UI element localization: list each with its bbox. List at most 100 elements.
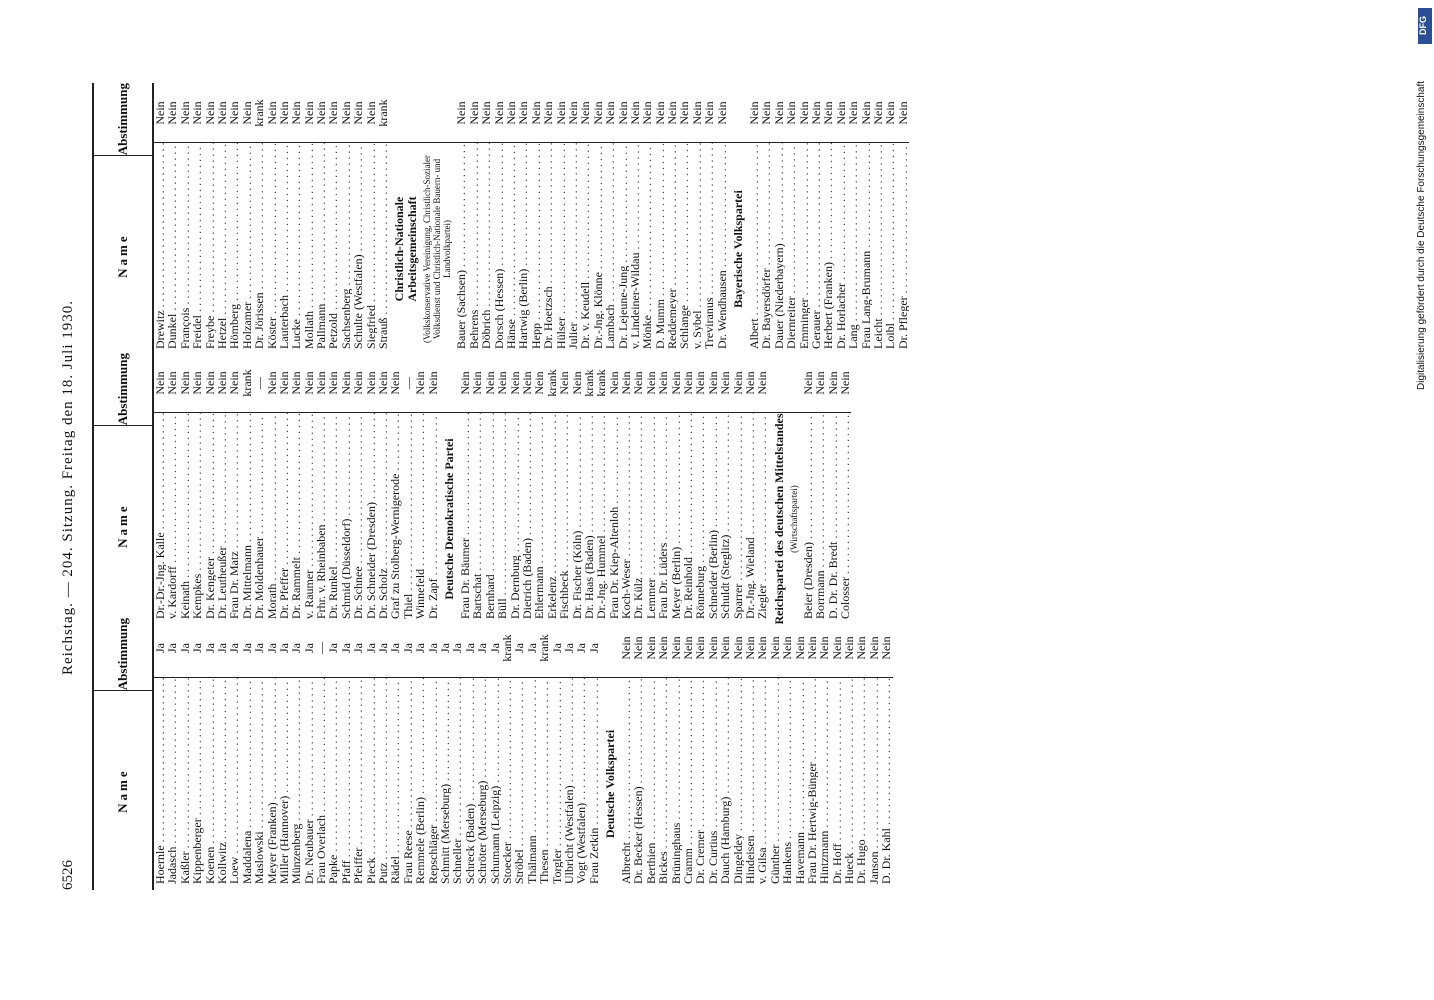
member-name: v. Kardorff: [166, 413, 178, 625]
member-row: Frau Overlach—: [314, 618, 328, 890]
member-row: KoenenJa: [203, 618, 217, 890]
member-row: Loew Ja: [227, 618, 241, 890]
member-name: Albrecht: [620, 678, 632, 890]
member-vote: Nein: [165, 371, 180, 395]
member-name: Lauterbach: [278, 143, 290, 355]
member-name: Ulbricht (Westfalen): [563, 678, 575, 890]
member-vote: Nein: [326, 371, 341, 395]
member-name: Dr. Schnee: [352, 413, 364, 625]
member-vote: krank: [537, 634, 552, 662]
member-vote: Nein: [714, 101, 729, 125]
member-name: Hartwig (Berlin): [517, 143, 529, 355]
member-name: D. Mumm: [654, 143, 666, 355]
member-name: Köster: [266, 143, 278, 355]
member-name: Hetzel: [216, 143, 228, 355]
member-row: Hartwig (Berlin) Nein: [516, 83, 530, 355]
member-row: Dr. Jörissen krank: [252, 83, 266, 355]
member-name: Brüninghaus: [670, 678, 682, 890]
member-vote: Nein: [557, 371, 572, 395]
header-title: Reichstag. — 204. Sitzung. Freitag den 1…: [60, 299, 76, 676]
party-heading: Reichspartei des deutschen Mittelstandes: [771, 413, 786, 625]
member-name: Albert: [748, 143, 760, 355]
member-name: Erkelenz: [546, 413, 558, 625]
member-vote: Nein: [821, 101, 836, 125]
header: 6526 Reichstag. — 204. Sitzung. Freitag …: [60, 85, 84, 890]
member-name: Dietrich (Baden): [521, 413, 533, 625]
member-vote: Ja: [388, 643, 403, 653]
member-name: Hänse: [505, 143, 517, 355]
member-name: Mönke: [641, 143, 653, 355]
member-row: Vogt (Westfalen) Ja: [574, 618, 588, 890]
member-name: Frau Dr. Kiep-Altenloh: [608, 413, 620, 625]
member-name: Kippenberger: [191, 678, 203, 890]
member-name: Strauß: [377, 143, 389, 355]
member-vote: Nein: [755, 371, 770, 395]
member-name: Schuldt (Steglitz): [719, 413, 731, 625]
member-name: Maddalena: [241, 678, 253, 890]
member-name: Papke: [327, 678, 339, 890]
member-row: Ulbricht (Westfalen)Ja: [562, 618, 576, 890]
member-name: Maslowski: [253, 678, 265, 890]
member-row: Pfeiffer Ja: [351, 618, 365, 890]
member-name: Dr. Horlacher: [835, 143, 847, 355]
member-row: Dr. v. Keudell Nein: [578, 83, 592, 355]
member-name: Borrmann: [814, 413, 826, 625]
member-row: Schlange Nein: [677, 83, 692, 355]
member-name: Hankens: [781, 678, 793, 890]
member-name: Koenen: [204, 678, 216, 890]
member-vote: Nein: [413, 371, 428, 395]
member-name: D. Dr. Dr. Bredt: [827, 413, 839, 625]
member-name: Vogt (Westfalen): [575, 678, 587, 890]
member-name: Schneider (Berlin): [707, 413, 719, 625]
member-name: Treviranus: [703, 143, 715, 355]
member-row: Dr. Külz Nein: [631, 353, 646, 625]
member-name: Schumann (Leipzig): [489, 678, 501, 890]
member-name: Thälmann: [526, 678, 538, 890]
member-vote: Nein: [631, 371, 646, 395]
member-vote: Ja: [450, 643, 465, 653]
member-vote: Nein: [718, 371, 733, 395]
member-name: Winnefeld: [414, 413, 426, 625]
member-row: HoernleJa: [153, 618, 167, 890]
member-name: Loibl: [884, 143, 896, 355]
member-row: v. Kardorff Nein: [165, 353, 180, 625]
member-row: D. Dr. Kahl Nein: [879, 618, 893, 890]
member-row: Schreck (Baden)Ja: [463, 618, 477, 890]
member-vote: Nein: [784, 101, 799, 125]
rows: HoernleJaJadaschJaKaßlerJaKippenbergerJa…: [153, 618, 893, 890]
member-row: Büll Nein: [495, 353, 509, 625]
member-row: Schneller Ja: [450, 618, 465, 890]
member-name: Keinath: [179, 413, 191, 625]
member-name: Rönneburg: [694, 413, 706, 625]
member-name: Holzamer: [241, 143, 253, 355]
member-name: Berthien: [645, 678, 657, 890]
member-row: Dr. Zapf Nein: [426, 353, 440, 625]
member-name: Dr. v. Keudell: [579, 143, 591, 355]
member-vote: Nein: [677, 101, 692, 125]
member-row: Hömberg Nein: [227, 83, 241, 355]
member-vote: Nein: [351, 101, 366, 125]
member-row: PieckJa: [364, 618, 378, 890]
member-row: Dr. Bayersdörfer Nein: [759, 83, 773, 355]
member-row: Graf zu Stolberg-Wernigerode Nein: [388, 353, 402, 625]
member-name: Freidel: [191, 143, 203, 355]
member-row: TorglerJa: [550, 618, 564, 890]
member-name: Reddemeyer: [666, 143, 678, 355]
member-name: Thiel: [402, 413, 414, 625]
member-name: Frau Reese: [402, 678, 414, 890]
member-name: Fischbeck: [558, 413, 570, 625]
member-row: Kempkes Nein: [190, 353, 204, 625]
member-name: v. Gilsa: [756, 678, 768, 890]
member-name: François: [179, 143, 191, 355]
member-vote: Ja: [252, 643, 267, 653]
member-name: Koch-Weser: [620, 413, 632, 625]
member-vote: —: [252, 377, 267, 389]
member-name: Freybe: [204, 143, 216, 355]
member-name: Petzold: [327, 143, 339, 355]
member-name: Kollwitz: [216, 678, 228, 890]
member-vote: Nein: [479, 101, 494, 125]
rows: Drewitz Nein Dunkel Nein François Nein Freidel…: [153, 83, 910, 355]
member-row: Dr. Hoetzsch Nein: [541, 83, 555, 355]
member-row: Dr. Becker (Hessen) Nein: [631, 618, 645, 890]
